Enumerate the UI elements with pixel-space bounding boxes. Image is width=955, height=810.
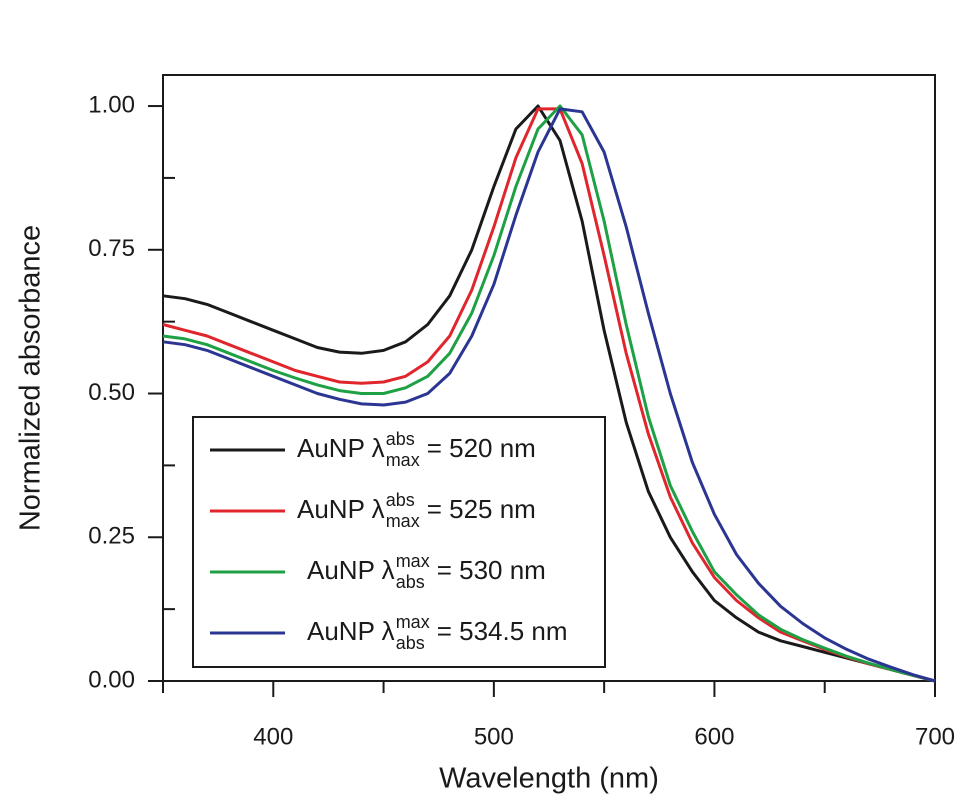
x-axis-label: Wavelength (nm) [439,763,659,795]
legend-label-sub: max [386,511,420,531]
legend-label: AuNP λ [307,616,395,646]
legend-label-sup: max [396,551,430,571]
legend-label: AuNP λ [297,433,385,463]
legend-label-sub: abs [396,572,425,592]
legend-label-tail: = 530 nm [437,555,546,585]
legend-label-sub: abs [396,633,425,653]
legend-label: AuNP λ [307,555,395,585]
legend-label-sup: max [396,612,430,632]
legend-label-sub: max [386,450,420,470]
y-tick-label: 0.50 [88,379,135,406]
x-tick-label: 400 [253,723,293,750]
legend-label-tail: = 520 nm [427,433,536,463]
data-line [162,104,936,683]
x-tick-label: 700 [915,723,955,750]
legend-label-tail: = 534.5 nm [437,616,568,646]
legend-box [192,416,606,668]
y-tick-label: 0.00 [88,666,135,693]
data-line [162,107,936,683]
x-tick-label: 600 [694,723,734,750]
legend-label-sup: abs [386,429,415,449]
y-tick-label: 0.25 [88,523,135,550]
data-line [162,104,936,683]
x-tick-label: 500 [474,723,514,750]
y-tick-label: 1.00 [88,91,135,118]
legend-label-tail: = 525 nm [427,494,536,524]
legend-label: AuNP λ [297,494,385,524]
y-axis-label: Normalized absorbance [15,225,47,531]
plot-frame [162,74,936,682]
legend-label-sup: abs [386,490,415,510]
y-tick-label: 0.75 [88,235,135,262]
